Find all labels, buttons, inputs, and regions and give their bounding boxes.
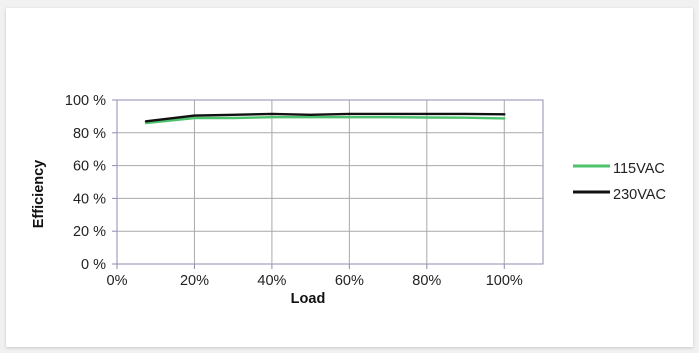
- efficiency-chart: 0 % 20 % 40 % 60 % 80 % 100 % 0% 20% 40% 60% 80% 1…: [31, 93, 666, 307]
- series-line-115vac: [144, 115, 506, 125]
- plot-area: [116, 99, 544, 265]
- x-tick-label: 100%: [486, 273, 523, 289]
- x-tick-labels: 0% 20% 40% 60% 80% 100%: [107, 273, 523, 289]
- x-tick-label: 20%: [180, 273, 209, 289]
- y-tick-label: 60 %: [73, 159, 106, 175]
- chart-card: 0 % 20 % 40 % 60 % 80 % 100 % 0% 20% 40% 60% 80% 1…: [6, 8, 693, 347]
- y-axis-title: Efficiency: [31, 160, 47, 229]
- series-line-230vac: [144, 112, 506, 123]
- y-tick-label: 40 %: [73, 191, 106, 207]
- x-tick-label: 60%: [335, 273, 364, 289]
- y-tick-label: 80 %: [73, 126, 106, 142]
- x-tick-label: 40%: [257, 273, 286, 289]
- legend-label: 115VAC: [613, 161, 665, 177]
- series-lines: [144, 112, 506, 125]
- gridlines: [112, 99, 543, 269]
- y-tick-label: 100 %: [65, 93, 106, 109]
- x-axis-title: Load: [291, 291, 326, 307]
- x-tick-label: 80%: [412, 273, 441, 289]
- y-tick-labels: 0 % 20 % 40 % 60 % 80 % 100 %: [65, 93, 106, 273]
- x-tick-label: 0%: [107, 273, 128, 289]
- y-tick-label: 0 %: [81, 257, 106, 273]
- y-tick-label: 20 %: [73, 224, 106, 240]
- legend-label: 230VAC: [613, 187, 666, 203]
- legend: 115VAC 230VAC: [573, 161, 666, 203]
